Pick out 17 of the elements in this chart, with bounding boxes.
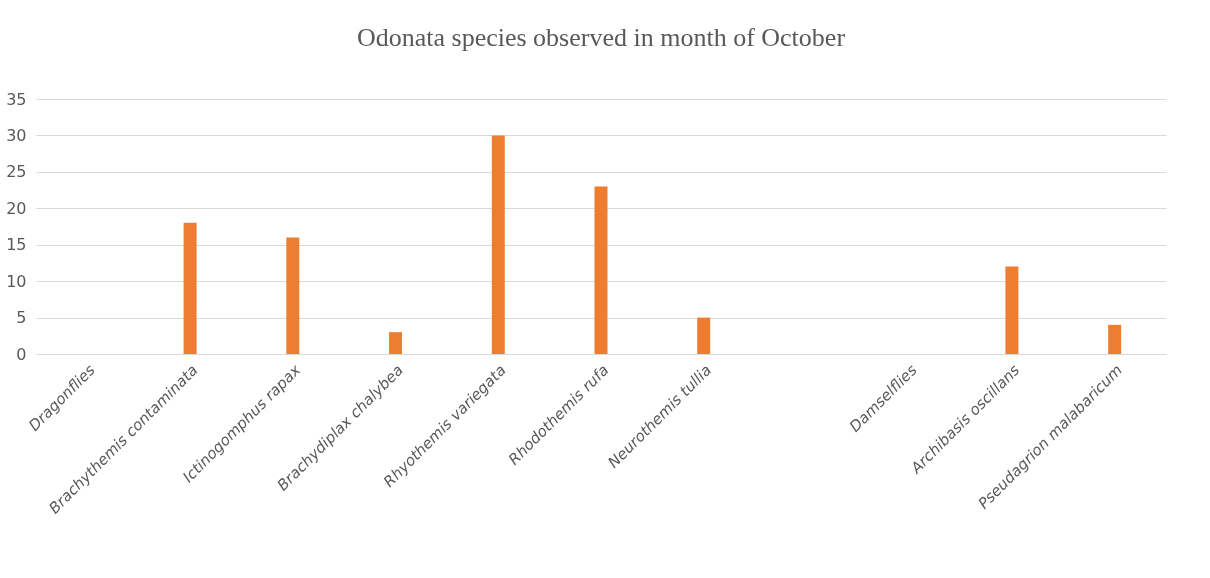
y-tick-label: 35 xyxy=(6,89,27,109)
y-tick-label: 0 xyxy=(16,344,27,364)
bar xyxy=(697,317,711,354)
y-tick-label: 25 xyxy=(6,162,27,182)
bar xyxy=(1108,324,1122,354)
bar xyxy=(286,237,300,354)
bar xyxy=(594,186,608,354)
chart-title: Odonata species observed in month of October xyxy=(356,23,846,52)
bar xyxy=(1005,266,1019,354)
y-tick-label: 30 xyxy=(6,125,27,145)
y-tick-label: 20 xyxy=(6,198,27,218)
y-tick-label: 15 xyxy=(6,235,27,255)
bar xyxy=(491,135,505,354)
bar xyxy=(389,332,403,354)
y-tick-label: 5 xyxy=(16,308,27,328)
bar xyxy=(183,222,197,354)
y-tick-label: 10 xyxy=(6,271,27,291)
